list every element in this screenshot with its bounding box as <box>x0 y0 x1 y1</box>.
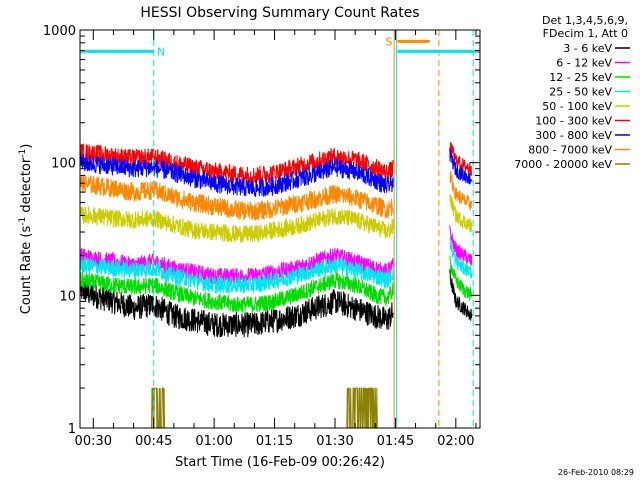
y-axis-label-mid: detector <box>19 157 34 217</box>
x-tick-label: 02:00 <box>437 434 474 449</box>
y-tick-label: 10 <box>59 289 76 304</box>
series-post-line-4 <box>449 194 472 233</box>
x-tick-label: 00:45 <box>135 434 172 449</box>
series-post-line-7 <box>449 171 473 211</box>
legend-entry-label: 25 - 50 keV <box>549 86 612 99</box>
x-tick-label: 01:00 <box>195 434 232 449</box>
series-layer <box>79 142 473 429</box>
chart-title: HESSI Observing Summary Count Rates <box>140 5 419 21</box>
series-line-8 <box>80 387 394 429</box>
y-axis-label-main: Count Rate (s <box>19 226 34 315</box>
y-tick-label: 1 <box>68 422 76 437</box>
legend-entry-label: 50 - 100 keV <box>542 100 612 113</box>
x-tick-label: 01:15 <box>256 434 293 449</box>
x-tick-label: 00:30 <box>75 434 112 449</box>
flag-label: N <box>157 45 165 58</box>
series-line-1 <box>79 247 394 285</box>
y-tick-label: 1000 <box>43 24 76 39</box>
series-line-4 <box>79 205 394 244</box>
y-axis-label-sup1: -1 <box>18 217 28 226</box>
plot-frame <box>79 29 481 429</box>
series-post-line-2 <box>449 255 473 301</box>
timestamp: 26-Feb-2010 08:29 <box>558 468 634 477</box>
legend-entry-label: 12 - 25 keV <box>549 71 612 84</box>
series-line-2 <box>79 272 394 314</box>
series-line-3 <box>79 256 394 294</box>
series-post-line-5 <box>449 142 472 177</box>
y-axis: 1 10 100 1000 <box>43 24 480 437</box>
legend-header-2: FDecim 1, Att 0 <box>543 27 628 40</box>
legend-entry-label: 800 - 7000 keV <box>528 144 612 157</box>
series-post-line-1 <box>449 225 473 266</box>
x-tick-label: 01:30 <box>316 434 353 449</box>
legend-entry-label: 300 - 800 keV <box>535 129 612 142</box>
y-tick-label: 100 <box>51 157 76 172</box>
y-axis-label: Count Rate (s-1 detector-1) <box>18 144 34 315</box>
x-axis: 00:30 00:45 01:00 01:15 01:30 01:45 02:00 <box>75 30 477 449</box>
series-line-7 <box>79 174 394 221</box>
legend-entry-label: 3 - 6 keV <box>563 42 612 55</box>
legend-entry-label: 6 - 12 keV <box>556 57 612 70</box>
legend-header-1: Det 1,3,4,5,6,9, <box>542 14 628 27</box>
y-axis-label-sup2: -1 <box>18 149 28 158</box>
x-axis-label: Start Time (16-Feb-09 00:26:42) <box>175 455 385 470</box>
series-post-line-6 <box>449 147 473 185</box>
y-axis-label-end: ) <box>19 144 34 149</box>
legend-entry-label: 7000 - 20000 keV <box>514 158 612 171</box>
flag-label: S <box>385 35 392 48</box>
series-post-line-3 <box>449 236 473 279</box>
x-tick-label: 01:45 <box>377 434 414 449</box>
series-line-0 <box>79 277 394 338</box>
overlay-layer: NS <box>80 30 480 428</box>
series-line-6 <box>79 153 394 198</box>
legend: Det 1,3,4,5,6,9, FDecim 1, Att 0 3 - 6 k… <box>514 14 630 171</box>
series-post-line-0 <box>449 269 473 321</box>
legend-entry-label: 100 - 300 keV <box>535 115 612 128</box>
